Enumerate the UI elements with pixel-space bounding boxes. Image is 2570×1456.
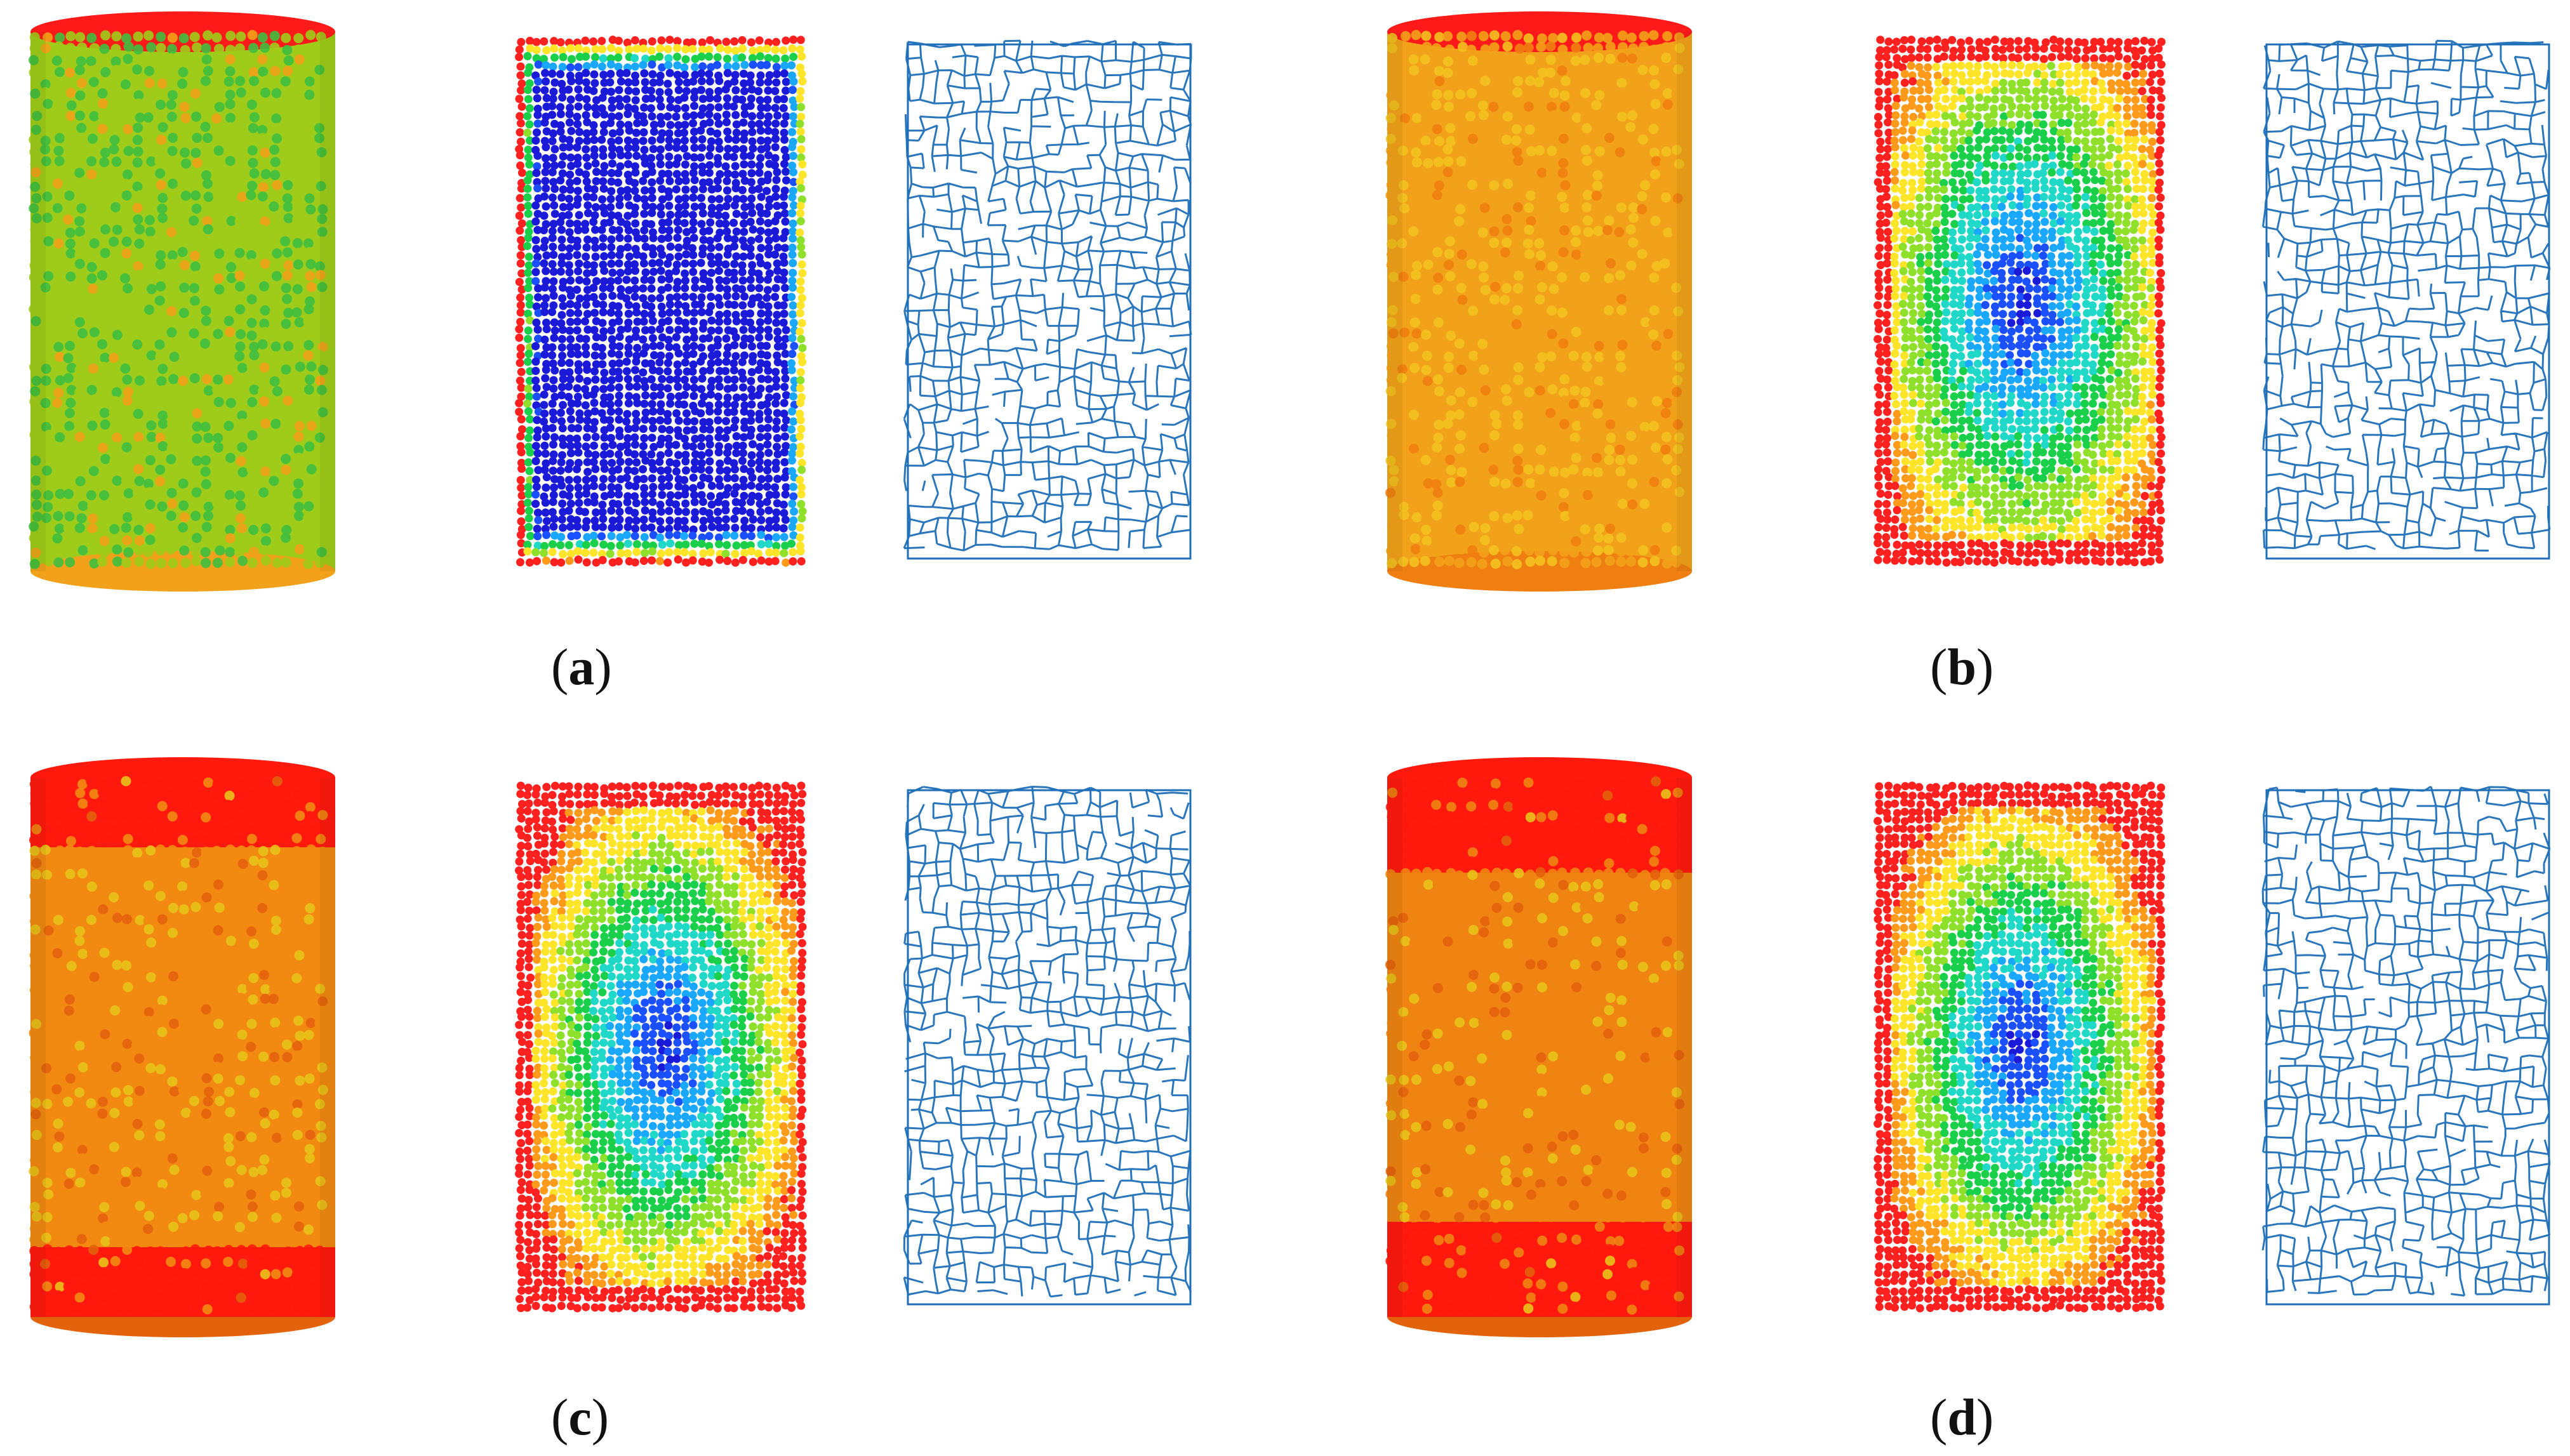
section-contour: [515, 781, 807, 1313]
panel-d: [1385, 757, 2551, 1337]
panel-a: [29, 11, 1192, 592]
caption-letter: a: [568, 638, 595, 696]
caption-letter: d: [1947, 1388, 1976, 1446]
caption-paren: ): [1976, 1388, 1994, 1446]
caption-paren: (: [1930, 638, 1948, 696]
section-contour: [515, 36, 807, 567]
particle-cylinder: [1385, 11, 1692, 592]
caption-c: (c): [551, 1391, 609, 1443]
caption-paren: (: [551, 1388, 569, 1446]
caption-paren: ): [594, 638, 612, 696]
caption-b: (b): [1930, 641, 1994, 693]
caption-paren: ): [1976, 638, 1994, 696]
caption-d: (d): [1930, 1391, 1994, 1443]
force-network: [903, 786, 1192, 1306]
particle-cylinder: [29, 757, 335, 1337]
force-network: [2261, 39, 2551, 560]
caption-letter: c: [568, 1388, 592, 1446]
caption-paren: (: [1930, 1388, 1948, 1446]
section-contour: [1874, 781, 2166, 1313]
section-contour: [1874, 36, 2166, 567]
panel-b: [1385, 11, 2551, 592]
particle-cylinder: [29, 11, 335, 592]
caption-paren: ): [591, 1388, 609, 1446]
force-network: [903, 39, 1192, 560]
caption-a: (a): [551, 641, 612, 693]
force-network: [2261, 786, 2551, 1306]
panel-c: [29, 757, 1192, 1337]
caption-letter: b: [1947, 638, 1976, 696]
particle-cylinder: [1385, 757, 1692, 1337]
caption-paren: (: [551, 638, 569, 696]
